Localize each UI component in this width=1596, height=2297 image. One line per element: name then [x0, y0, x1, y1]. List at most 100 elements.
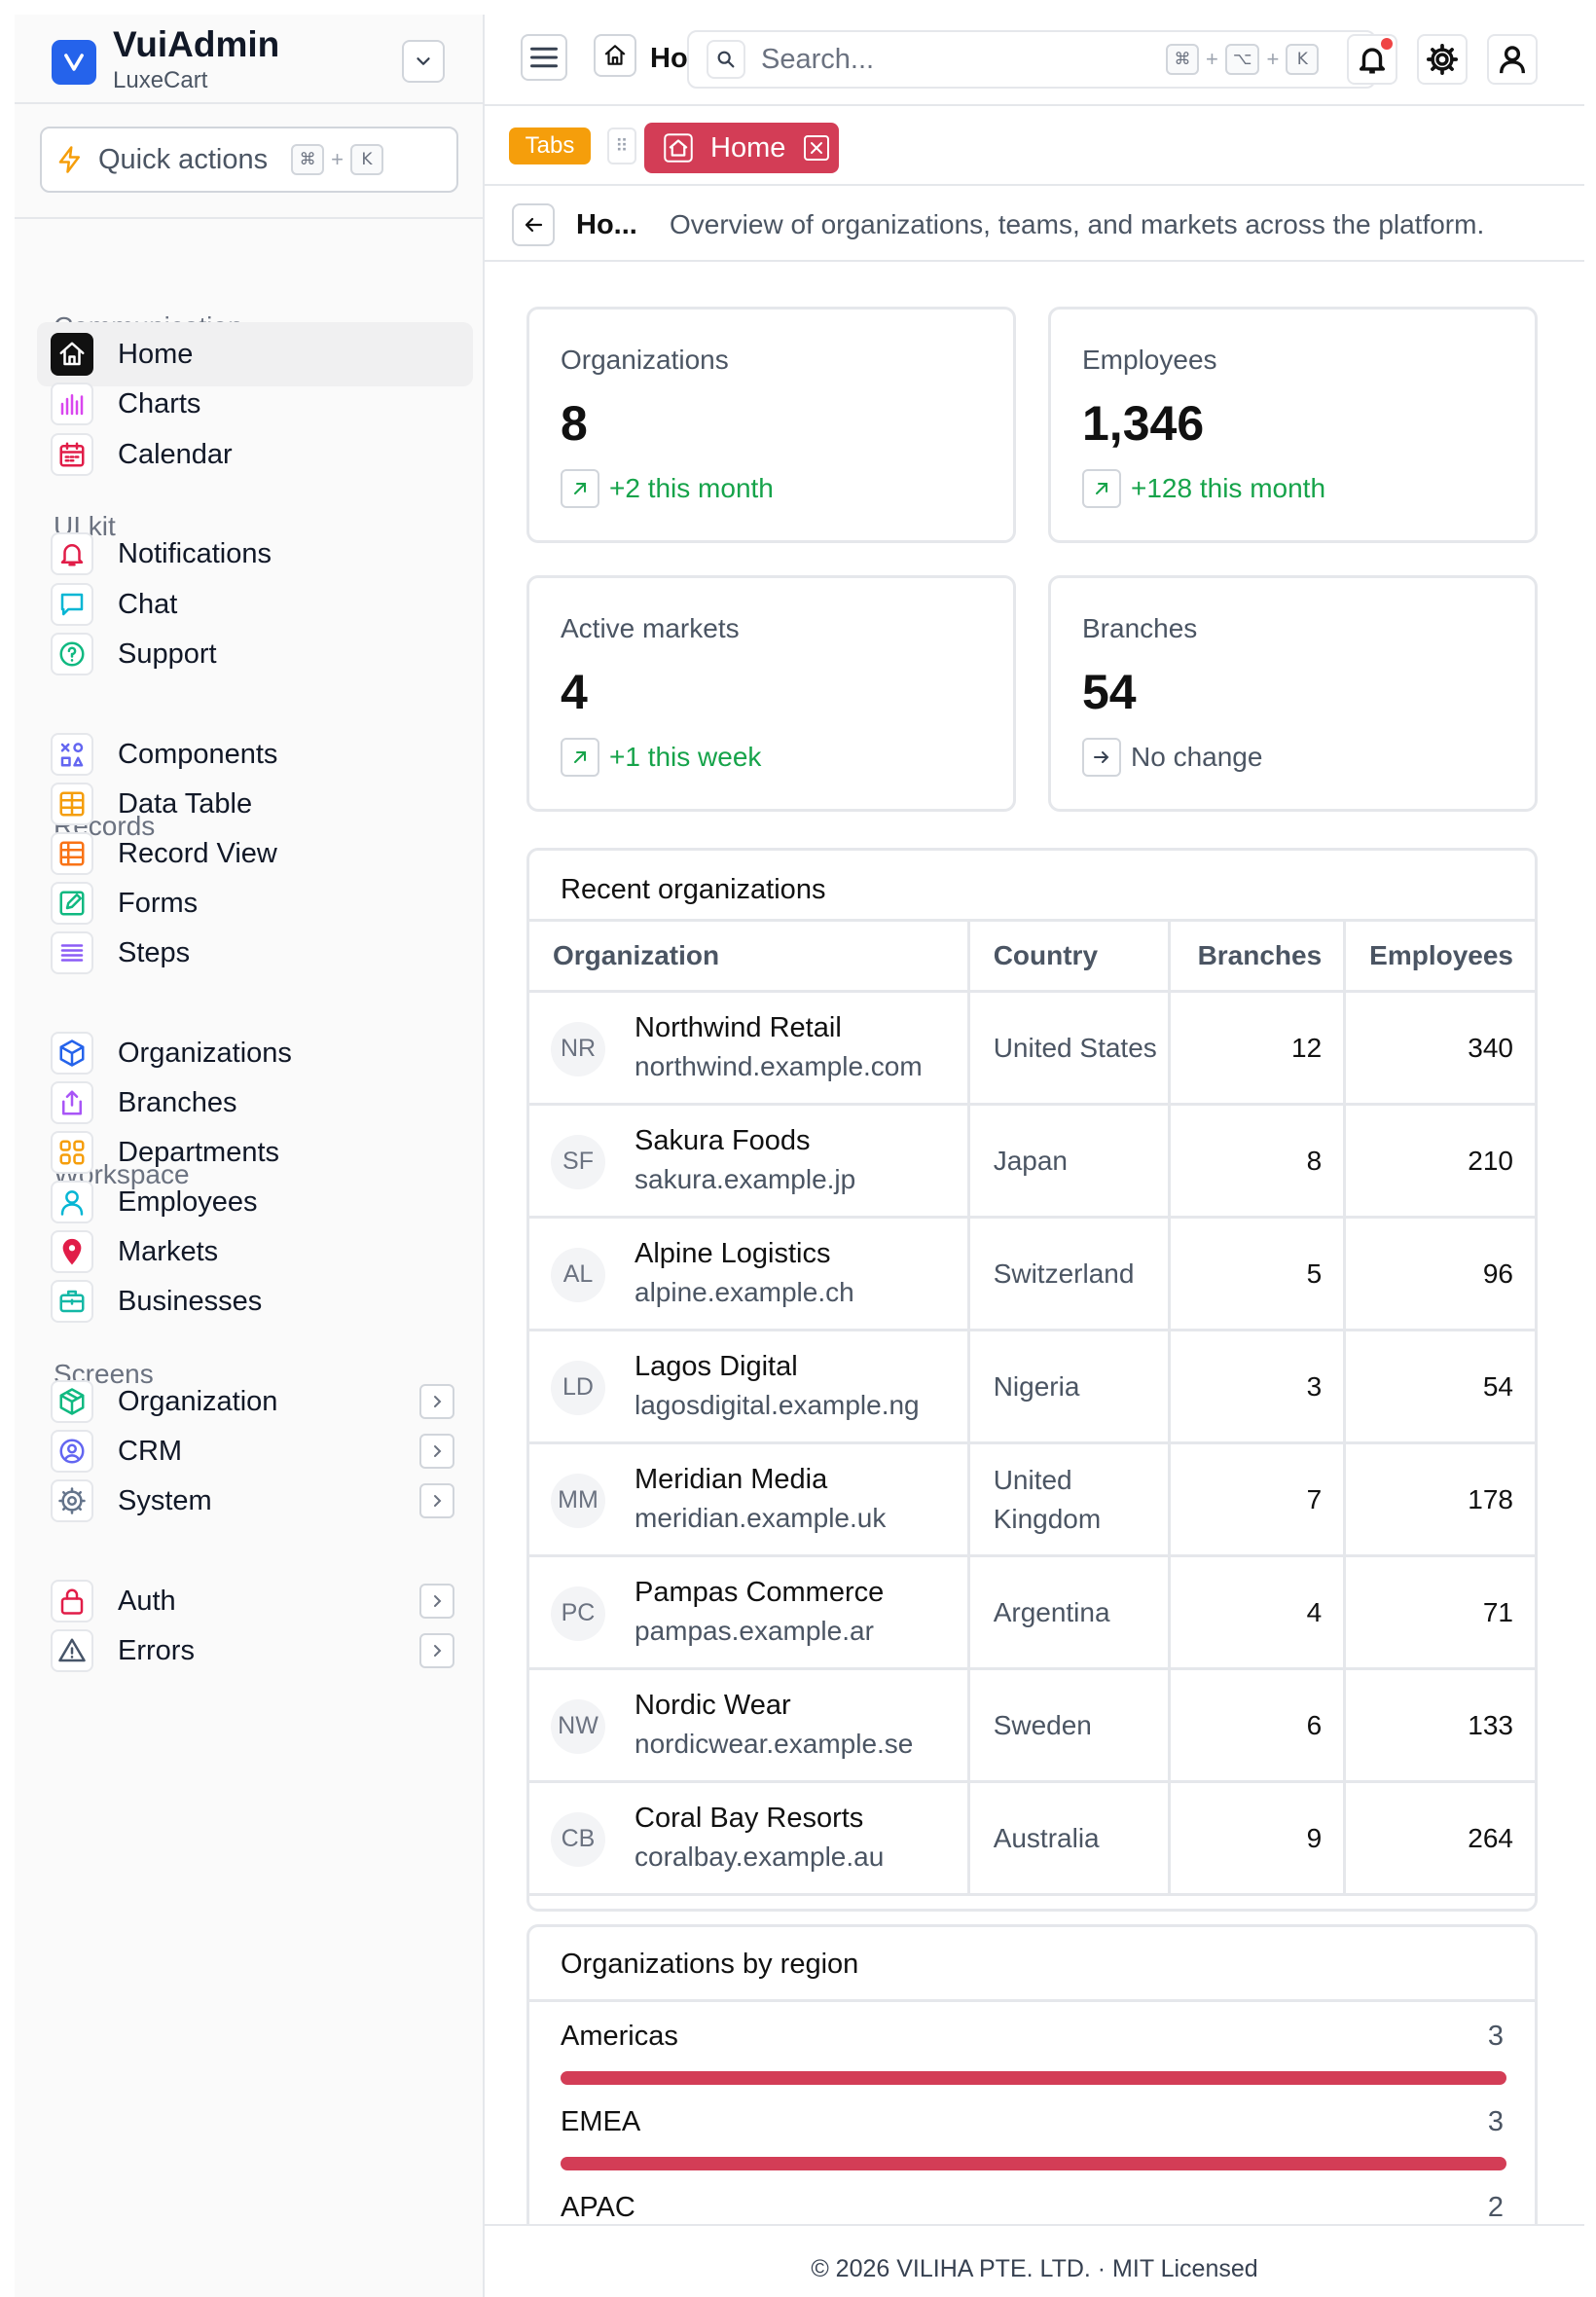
column-header-country[interactable]: Country	[966, 919, 1172, 993]
gear-icon	[1426, 43, 1459, 76]
avatar: LD	[551, 1360, 605, 1415]
sidebar-item-markets[interactable]: Markets	[37, 1220, 473, 1284]
notifications-button[interactable]	[1347, 34, 1397, 85]
column-header-organization[interactable]: Organization	[526, 919, 970, 993]
search-input[interactable]: Search... ⌘ + ⌥ + K	[687, 30, 1376, 89]
stat-card-branches: Branches 54 No change	[1048, 575, 1538, 812]
notification-dot	[1381, 38, 1393, 50]
tabs-badge[interactable]: Tabs	[509, 128, 591, 164]
sidebar-item-label: Charts	[118, 387, 201, 419]
workspace-switcher-button[interactable]	[402, 40, 445, 83]
chevron-right-icon[interactable]	[419, 1483, 454, 1518]
hamburger-icon	[530, 47, 558, 68]
calendar-icon	[51, 433, 93, 476]
sidebar-item-businesses[interactable]: Businesses	[37, 1269, 473, 1333]
sidebar-item-system[interactable]: System	[37, 1469, 473, 1533]
country-cell: Switzerland	[966, 1216, 1172, 1331]
bell-icon	[51, 532, 93, 575]
chevron-right-icon[interactable]	[419, 1584, 454, 1619]
column-header-employees[interactable]: Employees	[1343, 919, 1538, 993]
sidebar-item-label: Branches	[118, 1086, 237, 1118]
region-count: 3	[1487, 2106, 1504, 2137]
back-button[interactable]	[512, 203, 555, 246]
region-bar	[561, 2157, 1506, 2170]
stat-label: Employees	[1082, 345, 1217, 375]
sidebar-item-departments[interactable]: Departments	[37, 1120, 473, 1185]
sidebar-item-components[interactable]: Components	[37, 722, 473, 786]
sidebar-item-label: Organization	[118, 1385, 278, 1417]
table-header-row: Organization Country Branches Employees	[526, 919, 1538, 993]
sidebar-item-home[interactable]: Home	[37, 322, 473, 386]
table-row[interactable]: PC Pampas Commerce pampas.example.ar Arg…	[526, 1554, 1538, 1670]
sidebar-item-support[interactable]: Support	[37, 622, 473, 686]
sidebar-item-errors[interactable]: Errors	[37, 1619, 473, 1683]
user-menu-button[interactable]	[1487, 34, 1538, 85]
shortcut-key-cmd: ⌘	[291, 144, 325, 175]
sidebar-item-auth[interactable]: Auth	[37, 1569, 473, 1633]
table-row[interactable]: CB Coral Bay Resorts coralbay.example.au…	[526, 1780, 1538, 1896]
search-shortcut: ⌘ + ⌥ + K	[1166, 44, 1320, 75]
employees-cell: 340	[1343, 990, 1538, 1106]
menu-toggle-button[interactable]	[521, 34, 567, 81]
sidebar-item-notifications[interactable]: Notifications	[37, 522, 473, 586]
sidebar-item-steps[interactable]: Steps	[37, 921, 473, 985]
sidebar-item-data-table[interactable]: Data Table	[37, 772, 473, 836]
stat-card-organizations: Organizations 8 +2 this month	[526, 307, 1016, 543]
sidebar-item-charts[interactable]: Charts	[37, 372, 473, 436]
sidebar-item-label: Steps	[118, 936, 191, 968]
tab-home[interactable]: Home	[644, 123, 839, 173]
sidebar-item-organizations[interactable]: Organizations	[37, 1021, 473, 1085]
sidebar-item-record-view[interactable]: Record View	[37, 821, 473, 886]
table-row[interactable]: NW Nordic Wear nordicwear.example.se Swe…	[526, 1667, 1538, 1783]
breadcrumb[interactable]: Ho	[650, 43, 688, 74]
sidebar-item-label: Markets	[118, 1235, 219, 1267]
region-count: 2	[1487, 2192, 1504, 2223]
organization-name[interactable]: Meridian Media	[635, 1463, 828, 1495]
table-row[interactable]: LD Lagos Digital lagosdigital.example.ng…	[526, 1329, 1538, 1444]
quick-actions-button[interactable]: Quick actions ⌘ + K	[40, 127, 458, 193]
top-header: Ho Search... ⌘ + ⌥ + K	[485, 15, 1584, 106]
chevron-right-icon[interactable]	[419, 1384, 454, 1419]
organization-cell: PC Pampas Commerce pampas.example.ar	[526, 1554, 970, 1670]
sidebar-item-employees[interactable]: Employees	[37, 1170, 473, 1234]
sidebar-item-chat[interactable]: Chat	[37, 572, 473, 637]
chevron-right-icon[interactable]	[419, 1633, 454, 1668]
sidebar-item-crm[interactable]: CRM	[37, 1419, 473, 1483]
table-row[interactable]: NR Northwind Retail northwind.example.co…	[526, 990, 1538, 1106]
sidebar-item-branches[interactable]: Branches	[37, 1071, 473, 1135]
organization-name[interactable]: Nordic Wear	[635, 1689, 791, 1721]
quick-actions-area: Quick actions ⌘ + K	[15, 104, 483, 219]
organization-name[interactable]: Alpine Logistics	[635, 1237, 831, 1269]
tab-close-button[interactable]	[804, 135, 829, 161]
sidebar-item-forms[interactable]: Forms	[37, 871, 473, 935]
organization-name[interactable]: Sakura Foods	[635, 1124, 811, 1156]
box-icon	[51, 1380, 93, 1423]
stat-card-active-markets: Active markets 4 +1 this week	[526, 575, 1016, 812]
quick-actions-label: Quick actions	[98, 143, 269, 175]
organization-cell: MM Meridian Media meridian.example.uk	[526, 1441, 970, 1557]
chevron-right-icon[interactable]	[419, 1434, 454, 1469]
table-row[interactable]: AL Alpine Logistics alpine.example.ch Sw…	[526, 1216, 1538, 1331]
settings-button[interactable]	[1417, 34, 1468, 85]
stat-change-text: +1 this week	[609, 742, 762, 772]
sidebar: VuiAdmin LuxeCart Quick actions ⌘ + K Co…	[15, 15, 485, 2297]
branches-cell: 3	[1168, 1329, 1347, 1444]
employees-cell: 71	[1343, 1554, 1538, 1670]
organization-name[interactable]: Northwind Retail	[635, 1011, 842, 1043]
avatar: MM	[551, 1473, 605, 1528]
drag-handle-icon[interactable]: ⠿	[607, 128, 636, 164]
table-row[interactable]: SF Sakura Foods sakura.example.jp Japan …	[526, 1103, 1538, 1219]
organization-cell: CB Coral Bay Resorts coralbay.example.au	[526, 1780, 970, 1896]
organization-name[interactable]: Lagos Digital	[635, 1350, 798, 1382]
organization-name[interactable]: Coral Bay Resorts	[635, 1802, 864, 1834]
breadcrumb-home-button[interactable]	[594, 34, 636, 77]
stat-value: 8	[561, 396, 588, 451]
organization-name[interactable]: Pampas Commerce	[635, 1576, 885, 1608]
table-row[interactable]: MM Meridian Media meridian.example.uk Un…	[526, 1441, 1538, 1557]
bar-chart-icon	[51, 383, 93, 425]
sidebar-item-organization[interactable]: Organization	[37, 1369, 473, 1434]
column-header-branches[interactable]: Branches	[1168, 919, 1347, 993]
brand-logo-icon	[52, 40, 96, 85]
sidebar-item-calendar[interactable]: Calendar	[37, 422, 473, 487]
home-icon	[51, 333, 93, 376]
